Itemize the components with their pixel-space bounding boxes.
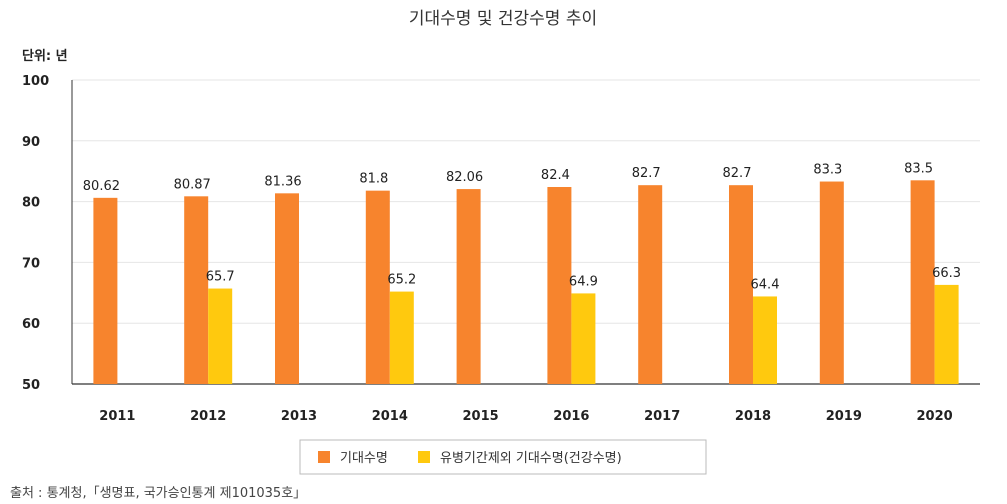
legend-swatch — [318, 451, 330, 463]
bar-life-expectancy-2015 — [456, 189, 481, 384]
data-label: 66.3 — [932, 266, 961, 281]
data-label: 80.62 — [83, 179, 120, 194]
bar-life-expectancy-2012 — [184, 196, 209, 384]
y-tick-label: 60 — [22, 317, 40, 332]
legend-box — [299, 439, 707, 475]
bar-life-expectancy-2017 — [638, 185, 663, 384]
x-tick-label: 2020 — [917, 409, 953, 424]
x-tick-label: 2014 — [372, 409, 408, 424]
bar-life-expectancy-2016 — [547, 187, 572, 384]
y-tick-label: 50 — [22, 378, 40, 393]
legend-swatch — [418, 451, 430, 463]
data-label: 82.4 — [541, 168, 570, 183]
bar-life-expectancy-2019 — [819, 181, 844, 384]
data-label: 80.87 — [174, 177, 211, 192]
legend-label: 기대수명 — [340, 451, 388, 466]
legend: 기대수명 유병기간제외 기대수명(건강수명) — [299, 439, 707, 475]
bar-life-expectancy-2020 — [910, 180, 935, 384]
data-label: 81.8 — [359, 172, 388, 187]
x-tick-label: 2018 — [735, 409, 771, 424]
y-tick-label: 100 — [22, 74, 49, 89]
data-label: 82.7 — [632, 166, 661, 181]
x-tick-label: 2012 — [190, 409, 226, 424]
x-tick-label: 2016 — [553, 409, 589, 424]
data-label: 81.36 — [264, 174, 301, 189]
bar-healthy-life-2016 — [571, 293, 596, 384]
source-note: 출처 : 통계청,「생명표, 국가승인통계 제101035호」 — [10, 486, 306, 501]
data-label: 83.5 — [904, 161, 933, 176]
bar-healthy-life-2018 — [753, 296, 777, 384]
x-tick-label: 2013 — [281, 409, 317, 424]
y-axis: 50 60 70 80 90 100 — [22, 74, 73, 393]
data-label: 82.06 — [446, 170, 483, 185]
data-label: 65.2 — [387, 273, 416, 288]
bar-life-expectancy-2018 — [729, 185, 753, 384]
bar-healthy-life-2012 — [208, 288, 233, 384]
x-axis: 2011 2012 2013 2014 2015 2016 2017 2018 2019 2020 — [99, 409, 952, 424]
data-label: 64.9 — [569, 274, 598, 289]
data-label: 65.7 — [206, 270, 235, 285]
x-tick-label: 2017 — [644, 409, 680, 424]
data-label: 82.7 — [723, 166, 752, 181]
legend-label: 유병기간제외 기대수명(건강수명) — [440, 451, 622, 466]
unit-label: 단위: 년 — [22, 48, 68, 64]
data-label: 83.3 — [813, 163, 842, 178]
x-tick-label: 2015 — [463, 409, 499, 424]
y-tick-label: 80 — [22, 196, 40, 211]
bar-healthy-life-2020 — [934, 284, 959, 384]
bars: 80.62 80.87 65.7 81.36 81.8 65.2 82.06 82.4 64.9… — [83, 161, 961, 384]
x-tick-label: 2011 — [99, 409, 135, 424]
x-tick-label: 2019 — [826, 409, 862, 424]
bar-life-expectancy-2011 — [93, 197, 118, 384]
y-tick-label: 70 — [22, 256, 40, 271]
bar-life-expectancy-2013 — [275, 193, 299, 384]
chart-title: 기대수명 및 건강수명 추이 — [409, 9, 597, 29]
bar-life-expectancy-2014 — [365, 190, 390, 384]
y-tick-label: 90 — [22, 135, 40, 150]
bar-healthy-life-2014 — [389, 291, 414, 384]
data-label: 64.4 — [751, 277, 780, 292]
